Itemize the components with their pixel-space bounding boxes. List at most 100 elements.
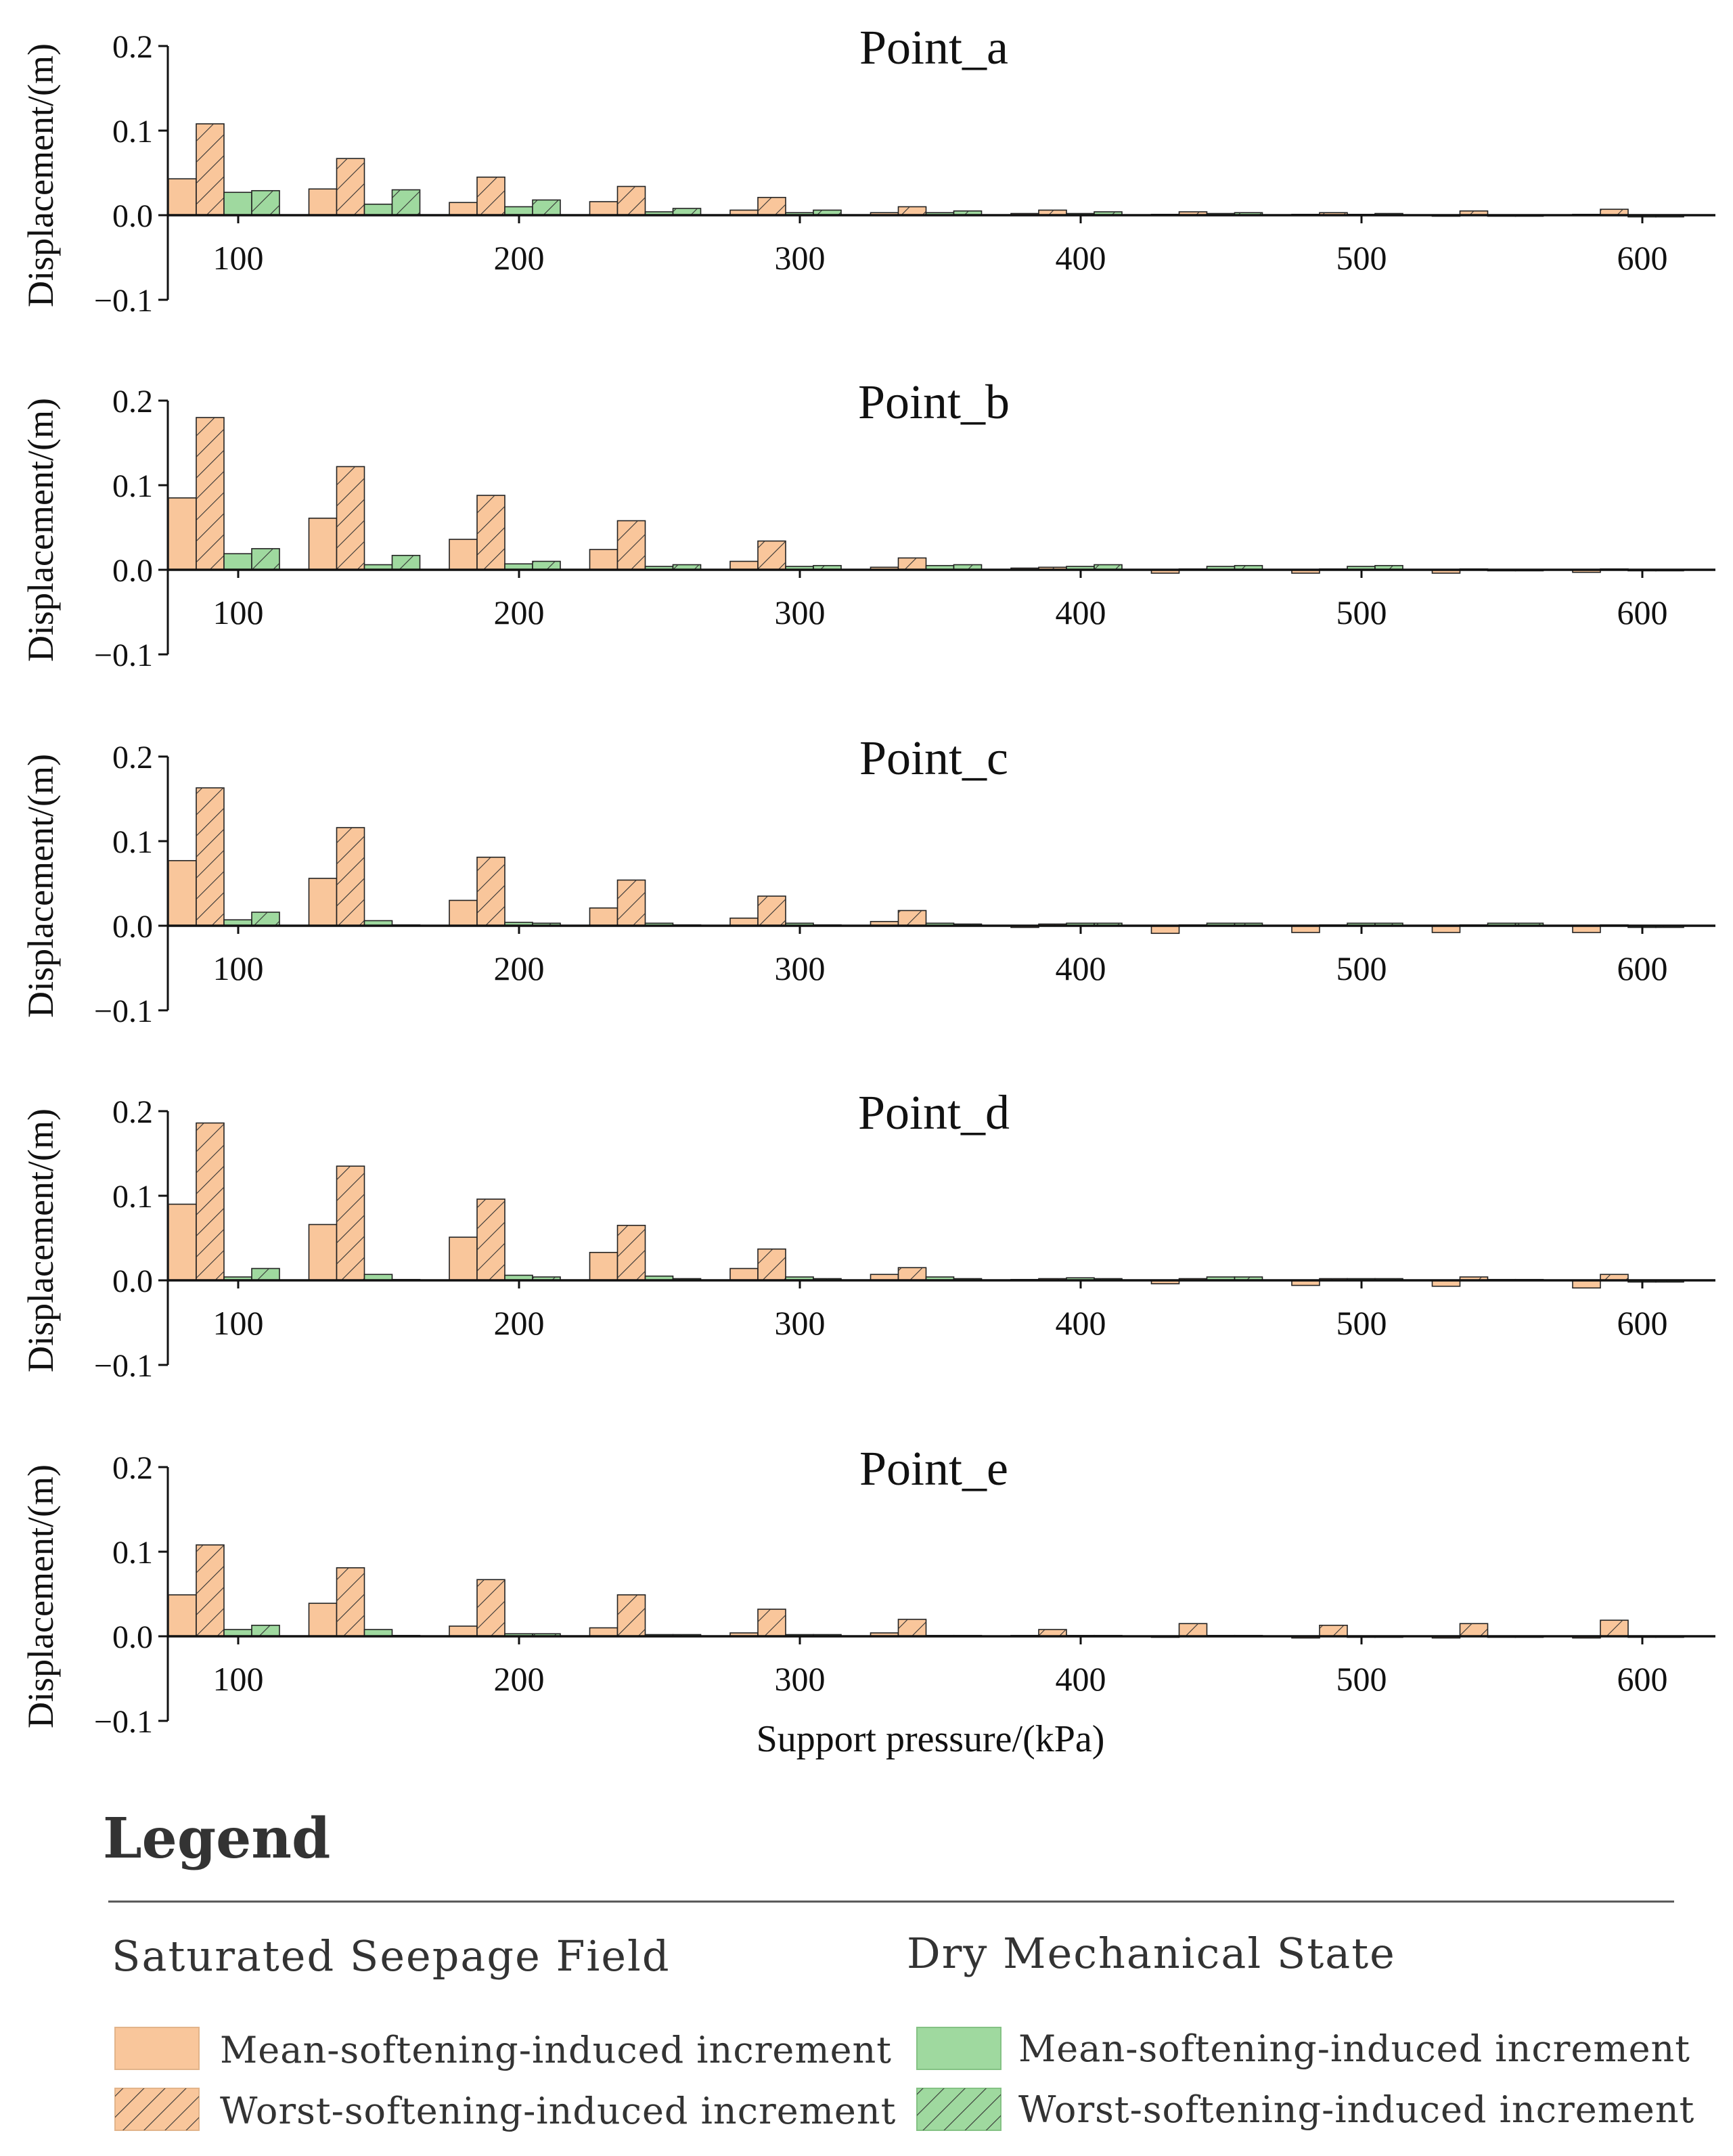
panel-title: Point_a (859, 20, 1008, 74)
y-tick-label: −0.1 (94, 1348, 153, 1384)
bar-hatch-saturated-worst (758, 197, 786, 215)
bar-hatch-saturated-worst (617, 880, 646, 926)
bar-hatch-saturated-worst (898, 206, 926, 215)
bar-hatch-saturated-worst (477, 857, 505, 926)
x-tick-label: 300 (775, 1660, 826, 1698)
bar-hatch-saturated-worst (477, 177, 505, 215)
bar-hatch-dry-worst (1234, 1277, 1263, 1280)
bar-hatch-dry-worst (1234, 565, 1263, 570)
y-axis-label: Displacement/(m) (20, 43, 61, 307)
bar-hatch-saturated-worst (617, 520, 646, 570)
bar-saturated-mean (589, 1627, 618, 1637)
bar-hatch-dry-worst (813, 565, 841, 570)
x-tick-label: 500 (1336, 593, 1387, 631)
y-tick-label: 0.0 (112, 1263, 153, 1299)
bar-hatch-dry-worst (533, 200, 560, 215)
x-tick-label: 300 (775, 949, 826, 987)
x-tick-label: 200 (494, 1660, 545, 1698)
bar-hatch-dry-worst (533, 1277, 560, 1280)
x-tick-label: 600 (1617, 593, 1668, 631)
legend-group-saturated-title: Saturated Seepage Field (112, 1931, 671, 1981)
bar-hatch-dry-worst (392, 555, 420, 570)
x-tick-label: 200 (494, 1304, 545, 1342)
bar-hatch-saturated-worst (336, 466, 365, 570)
y-tick-label: 0.0 (112, 1619, 153, 1655)
bar-dry-mean (504, 206, 533, 216)
bar-saturated-mean (729, 1267, 759, 1281)
x-tick-label: 200 (494, 593, 545, 631)
x-tick-label: 100 (213, 1660, 264, 1698)
bar-hatch-dry-worst (673, 208, 701, 215)
bar-hatch-saturated-worst (1039, 567, 1066, 570)
bar-hatch-saturated-worst (898, 1267, 926, 1280)
legend: Legend Saturated Seepage Field Dry Mecha… (103, 1806, 1694, 2132)
x-tick-label: 400 (1056, 1304, 1106, 1342)
x-axis-label: Support pressure/(kPa) (757, 1718, 1105, 1760)
y-tick-label: 0.2 (112, 740, 153, 776)
bar-hatch-saturated-worst (336, 158, 365, 215)
bar-saturated-mean (168, 497, 197, 570)
x-tick-label: 500 (1336, 949, 1387, 987)
bar-hatch-dry-worst (1515, 923, 1544, 926)
panel-point-a: Point_a 0.2 0.1 0.0 −0.1 Displacement/(m) 100 2… (20, 20, 1715, 319)
x-tick-label: 300 (775, 239, 826, 277)
bar-dry-mean (363, 203, 393, 216)
y-tick-label: 0.2 (112, 1094, 153, 1130)
bar-hatch-dry-worst (533, 1634, 560, 1636)
bar-saturated-mean (449, 539, 478, 570)
y-tick-label: 0.1 (112, 824, 153, 860)
legend-label-saturated-worst: Worst-softening-induced increment (220, 2090, 896, 2132)
x-tick-label: 600 (1617, 239, 1668, 277)
legend-swatch-dry-mean (916, 2027, 1001, 2070)
bar-hatch-saturated-worst (898, 1619, 926, 1636)
bar-hatch-dry-worst (533, 923, 560, 926)
panel-title: Point_b (858, 375, 1010, 429)
bar-hatch-saturated-worst (898, 910, 926, 926)
legend-heading: Legend (103, 1806, 330, 1871)
bar-hatch-saturated-worst (617, 186, 646, 215)
bar-hatch-dry-worst (953, 210, 982, 215)
legend-label-dry-worst: Worst-softening-induced increment (1018, 2088, 1694, 2131)
bar-hatch-saturated-worst (1460, 210, 1488, 215)
legend-swatch-saturated-mean (114, 2027, 200, 2070)
y-tick-label: 0.0 (112, 553, 153, 589)
bar-hatch-dry-worst (1375, 565, 1403, 570)
bar-saturated-mean (308, 188, 338, 216)
bar-hatch-dry-worst (252, 548, 279, 570)
legend-label-saturated-mean: Mean-softening-induced increment (220, 2029, 892, 2071)
bar-hatch-saturated-worst (196, 1545, 224, 1636)
bar-hatch-saturated-worst (1320, 1625, 1347, 1636)
y-tick-label: 0.0 (112, 198, 153, 234)
bar-hatch-saturated-worst (1600, 209, 1628, 215)
bar-hatch-dry-worst (252, 190, 279, 215)
x-tick-label: 600 (1617, 1304, 1668, 1342)
bar-hatch-saturated-worst (758, 896, 786, 926)
legend-hatch-saturated-worst (115, 2088, 199, 2130)
chart-stack: Point_a 0.2 0.1 0.0 −0.1 Displacement/(m) 100 2… (20, 20, 1715, 1740)
bar-hatch-saturated-worst (196, 124, 224, 215)
bar-hatch-saturated-worst (617, 1594, 646, 1636)
x-tick-label: 400 (1056, 239, 1106, 277)
y-tick-label: −0.1 (94, 637, 153, 673)
bar-hatch-saturated-worst (1039, 210, 1066, 215)
bar-saturated-mean (449, 202, 478, 216)
x-tick-label: 100 (213, 949, 264, 987)
bar-saturated-mean (308, 878, 338, 926)
bar-hatch-dry-worst (1094, 212, 1122, 215)
bar-saturated-mean (168, 1203, 197, 1281)
bar-hatch-saturated-worst (336, 1567, 365, 1636)
bar-hatch-dry-worst (1094, 564, 1122, 570)
y-tick-label: 0.1 (112, 1179, 153, 1215)
bar-hatch-saturated-worst (758, 541, 786, 570)
bar-hatch-saturated-worst (617, 1225, 646, 1280)
legend-hatch-dry-worst (917, 2088, 1001, 2130)
bar-dry-mean (223, 192, 252, 216)
y-tick-label: 0.0 (112, 909, 153, 945)
y-tick-label: −0.1 (94, 1704, 153, 1740)
y-axis-label: Displacement/(m) (20, 398, 61, 662)
bar-hatch-dry-worst (813, 210, 841, 215)
x-tick-label: 500 (1336, 239, 1387, 277)
y-tick-label: −0.1 (94, 283, 153, 319)
bar-hatch-dry-worst (1234, 212, 1263, 215)
bar-hatch-saturated-worst (898, 558, 926, 570)
